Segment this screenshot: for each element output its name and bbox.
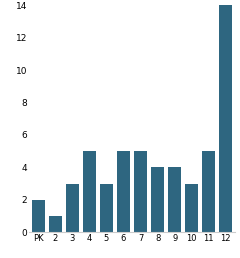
Bar — [83, 151, 96, 232]
Bar — [117, 151, 130, 232]
Bar — [49, 216, 62, 232]
Bar — [168, 167, 181, 232]
Bar — [202, 151, 215, 232]
Bar — [151, 167, 164, 232]
Bar — [66, 183, 79, 232]
Bar — [100, 183, 113, 232]
Bar — [134, 151, 147, 232]
Bar — [219, 5, 232, 232]
Bar — [32, 200, 45, 232]
Bar — [185, 183, 198, 232]
